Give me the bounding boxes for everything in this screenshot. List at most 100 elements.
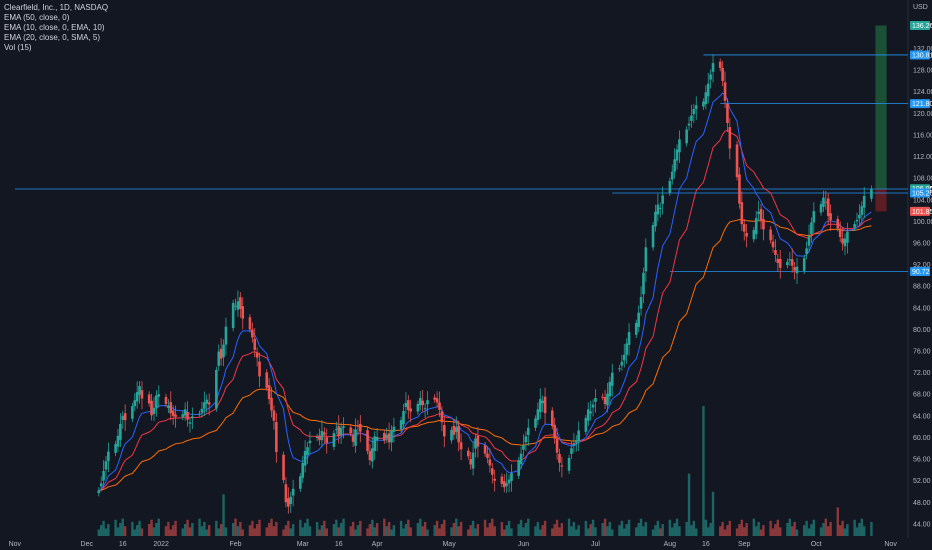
candle-body[interactable] [776,258,780,263]
candle-body[interactable] [409,408,413,412]
candle-body[interactable] [829,213,832,221]
candle-body[interactable] [692,109,696,115]
candle-body[interactable] [687,123,691,126]
candle-body[interactable] [169,402,173,414]
candle-body[interactable] [810,222,813,235]
candle-body[interactable] [315,436,319,439]
candle-body[interactable] [685,129,688,144]
candle-body[interactable] [742,224,746,232]
candle-body[interactable] [574,440,578,443]
candle-body[interactable] [349,427,353,434]
candle-body[interactable] [248,317,252,330]
candle-body[interactable] [267,385,271,400]
legend-ema20[interactable]: EMA (20, close, 0, SMA, 5) [4,33,101,42]
candle-body[interactable] [215,369,218,409]
candle-body[interactable] [762,218,765,230]
candle-body[interactable] [147,394,151,404]
candle-body[interactable] [627,332,631,345]
candle-body[interactable] [560,465,564,467]
candle-body[interactable] [282,454,285,481]
candle-body[interactable] [486,453,489,458]
candle-body[interactable] [152,407,156,414]
candle-body[interactable] [853,224,856,228]
candle-body[interactable] [752,230,756,240]
candle-body[interactable] [718,61,722,68]
candle-body[interactable] [323,432,326,435]
candle-body[interactable] [670,171,674,180]
candle-body[interactable] [121,415,125,420]
candle-body[interactable] [407,400,410,410]
candle-body[interactable] [843,238,847,247]
candle-body[interactable] [836,218,840,229]
candle-body[interactable] [675,149,679,161]
candle-body[interactable] [207,402,211,405]
candle-body[interactable] [536,409,540,420]
candle-body[interactable] [620,361,624,366]
candle-body[interactable] [99,483,103,487]
candle-body[interactable] [601,396,604,398]
candle-body[interactable] [735,144,739,178]
candle-body[interactable] [219,348,223,359]
candle-body[interactable] [550,410,554,427]
candle-body[interactable] [200,408,204,413]
candle-body[interactable] [625,343,628,355]
candle-body[interactable] [704,92,708,105]
candle-body[interactable] [135,392,139,402]
candle-body[interactable] [107,451,110,462]
candle-body[interactable] [308,440,312,444]
candle-body[interactable] [270,397,273,411]
candle-body[interactable] [855,219,859,222]
candle-body[interactable] [287,498,290,507]
candle-body[interactable] [858,214,861,219]
candle-body[interactable] [846,231,849,243]
candle-body[interactable] [634,322,638,335]
candle-body[interactable] [778,258,782,268]
candle-body[interactable] [123,413,127,421]
candle-body[interactable] [217,351,221,366]
candle-body[interactable] [841,238,844,244]
candle-body[interactable] [651,225,655,248]
candle-body[interactable] [284,484,288,503]
candle-body[interactable] [639,297,643,309]
candle-body[interactable] [251,329,254,338]
candle-body[interactable] [265,372,269,388]
stop-loss-zone[interactable] [875,188,887,212]
candle-body[interactable] [222,344,225,358]
candle-body[interactable] [488,459,492,466]
candle-body[interactable] [476,435,480,447]
candle-body[interactable] [385,434,389,439]
candle-body[interactable] [440,411,444,423]
candle-body[interactable] [802,258,806,271]
candle-body[interactable] [656,204,660,215]
candle-body[interactable] [466,450,470,457]
candle-body[interactable] [332,433,336,447]
candle-body[interactable] [728,127,732,149]
candle-body[interactable] [586,409,590,421]
candle-body[interactable] [188,422,192,424]
candle-body[interactable] [754,218,758,235]
candle-body[interactable] [793,267,796,271]
candle-body[interactable] [387,433,391,443]
candle-body[interactable] [399,420,403,430]
candle-body[interactable] [325,437,329,443]
candle-body[interactable] [502,481,506,488]
candle-body[interactable] [694,105,698,110]
candle-body[interactable] [589,411,592,414]
candle-body[interactable] [690,115,693,121]
candle-body[interactable] [510,473,513,481]
legend-ema50[interactable]: EMA (50, close, 0) [4,13,70,22]
candle-body[interactable] [757,211,760,215]
candle-body[interactable] [610,372,614,386]
candle-body[interactable] [150,400,153,416]
candle-body[interactable] [584,418,588,432]
candle-body[interactable] [723,82,727,101]
candle-body[interactable] [452,425,456,435]
candle-body[interactable] [522,445,525,450]
candle-body[interactable] [239,297,242,309]
candle-body[interactable] [119,423,122,440]
candle-body[interactable] [392,426,396,432]
candle-body[interactable] [594,398,597,402]
candle-body[interactable] [572,443,576,446]
candle-body[interactable] [241,306,245,319]
